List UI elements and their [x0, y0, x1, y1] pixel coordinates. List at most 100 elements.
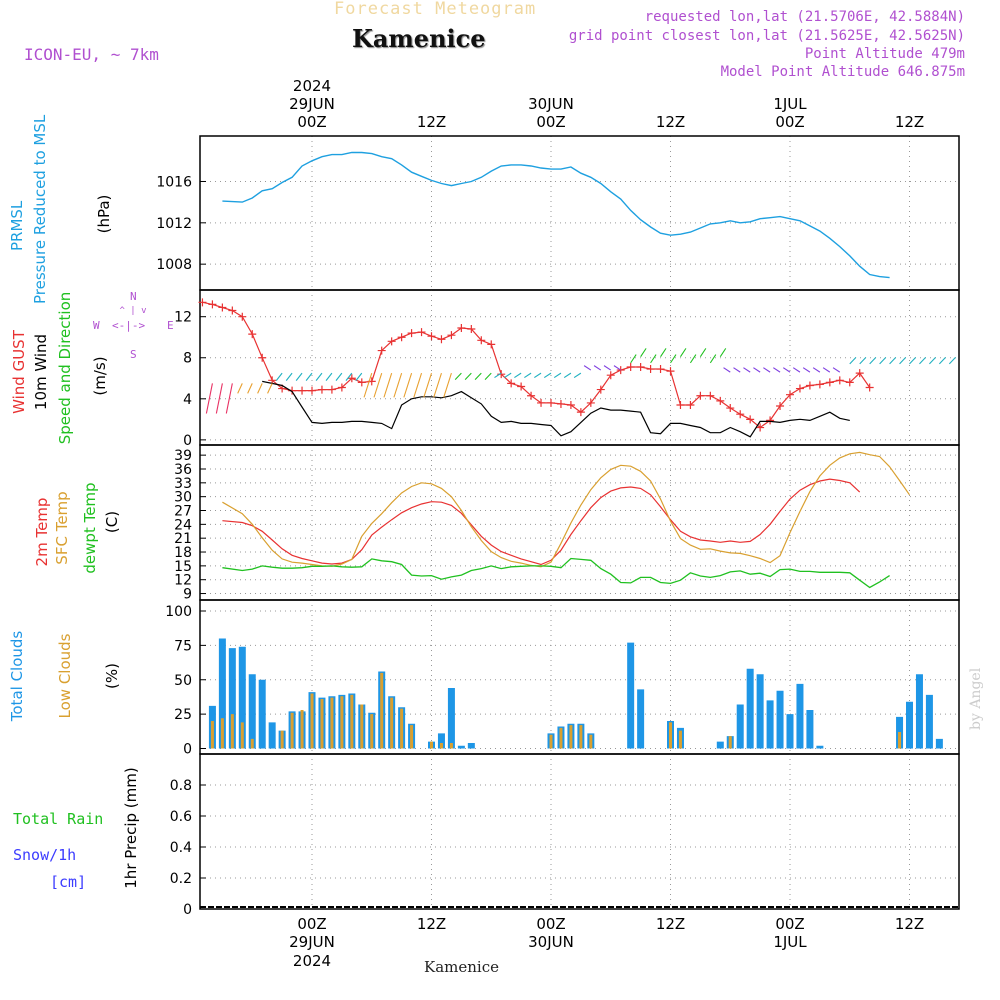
gust-marker [377, 346, 386, 355]
wind-direction-arrow [355, 372, 363, 381]
gust-marker [746, 415, 755, 424]
compass-ns: ^ | v [119, 306, 147, 316]
total-cloud-bar [637, 689, 645, 749]
low-cloud-bar [390, 697, 394, 749]
low-cloud-bar [310, 693, 314, 749]
compass-w: W [93, 319, 100, 332]
gust-marker [586, 398, 595, 407]
low-cloud-bar [340, 696, 344, 749]
total-cloud-bar [238, 646, 246, 749]
gust-marker [756, 423, 765, 432]
total-cloud-bar [776, 690, 784, 749]
low-cloud-bar [728, 736, 732, 749]
y-tick-label: 0.2 [170, 871, 192, 887]
label-temp-unit: (C) [103, 510, 121, 534]
y-tick-label: 15 [174, 559, 192, 575]
total-cloud-bar [925, 694, 933, 749]
wind-direction-arrow [215, 383, 223, 414]
wind-direction-arrow [822, 367, 831, 373]
wind-direction-arrow [603, 365, 612, 371]
gust-marker [825, 378, 834, 387]
wind-direction-arrow [640, 348, 647, 358]
total-cloud-bar [816, 745, 824, 749]
wind-direction-arrow [413, 372, 423, 398]
compass-we: <-|-> [112, 319, 146, 332]
total-cloud-bar [457, 745, 465, 749]
gust-marker [656, 365, 665, 374]
total-cloud-bar [268, 722, 276, 749]
wind-direction-arrow [613, 365, 622, 371]
wind-direction-arrow [909, 357, 917, 365]
grid-coords: grid point closest lon,lat (21.5625E, 42… [568, 28, 965, 44]
wind-direction-arrow [723, 367, 731, 373]
total-cloud-bar [447, 688, 455, 749]
compass-s: S [130, 348, 137, 361]
low-cloud-bar [410, 725, 414, 749]
low-cloud-bar [220, 718, 224, 749]
wind-direction-arrow [267, 383, 273, 394]
wind-direction-arrow [782, 367, 791, 373]
y-tick-label: 4 [183, 392, 192, 408]
total-cloud-bar [906, 701, 913, 749]
temp-2m-line [222, 478, 861, 566]
gust-marker [308, 386, 316, 395]
label-snow-unit: [cm] [50, 873, 87, 891]
wind-direction-arrow [275, 372, 283, 381]
wind-direction-arrow [929, 357, 937, 365]
wind-direction-arrow [543, 372, 552, 379]
wind-direction-arrow [325, 372, 333, 381]
gust-marker [556, 399, 565, 408]
x-tick-label-bottom: 00Z [775, 915, 804, 933]
wind-direction-arrow [225, 383, 233, 414]
total-cloud-bar [258, 679, 266, 749]
wind-direction-arrow [237, 383, 243, 394]
y-tick-label: 18 [174, 545, 192, 561]
low-cloud-bar [290, 712, 294, 749]
wind-direction-arrow [792, 367, 801, 373]
gust-marker [547, 398, 555, 407]
gust-marker [736, 410, 745, 419]
temp-dewpt-line [222, 557, 890, 589]
low-cloud-bar [678, 730, 682, 749]
gust-marker [537, 398, 546, 407]
gust-marker [427, 332, 436, 341]
wind-direction-arrow [849, 357, 857, 365]
panel-frame [199, 753, 960, 910]
y-tick-label: 0 [183, 433, 192, 449]
compass-e: E [167, 319, 174, 332]
low-cloud-bar [380, 672, 384, 749]
total-cloud-bar [248, 674, 256, 749]
y-tick-label: 50 [174, 673, 192, 689]
wind-direction-arrow [335, 372, 343, 381]
y-tick-label: 27 [174, 504, 192, 520]
label-low-clouds: Low Clouds [56, 633, 74, 719]
gust-marker [218, 303, 227, 312]
y-tick-label: 1008 [156, 257, 192, 273]
total-cloud-bar [736, 704, 744, 749]
wind-direction-arrow [733, 367, 741, 373]
wind-direction-arrow [583, 365, 592, 371]
gust-marker [835, 376, 844, 385]
y-tick-label: 33 [174, 476, 192, 492]
low-cloud-bar [230, 714, 234, 749]
gust-marker [845, 378, 854, 387]
gust-marker [855, 369, 864, 378]
model-altitude: Model Point Altitude 646.875m [720, 64, 965, 80]
gust-marker [636, 362, 645, 371]
wind-direction-arrow [650, 354, 657, 364]
total-cloud-bar [935, 738, 943, 749]
wind-direction-arrow [802, 367, 811, 373]
gust-marker [298, 386, 307, 395]
gust-marker [646, 365, 655, 374]
wind-direction-arrow [403, 372, 413, 398]
total-cloud-bar [218, 638, 226, 749]
total-cloud-bar [467, 743, 475, 749]
wind-direction-arrow [859, 357, 867, 365]
low-cloud-bar [400, 708, 404, 749]
low-cloud-bar [370, 714, 374, 749]
label-prmsl: PRMSL [8, 200, 26, 251]
low-cloud-bar [559, 727, 563, 749]
y-tick-label: 36 [174, 462, 192, 478]
gust-marker [467, 325, 476, 334]
low-cloud-bar [589, 734, 593, 749]
